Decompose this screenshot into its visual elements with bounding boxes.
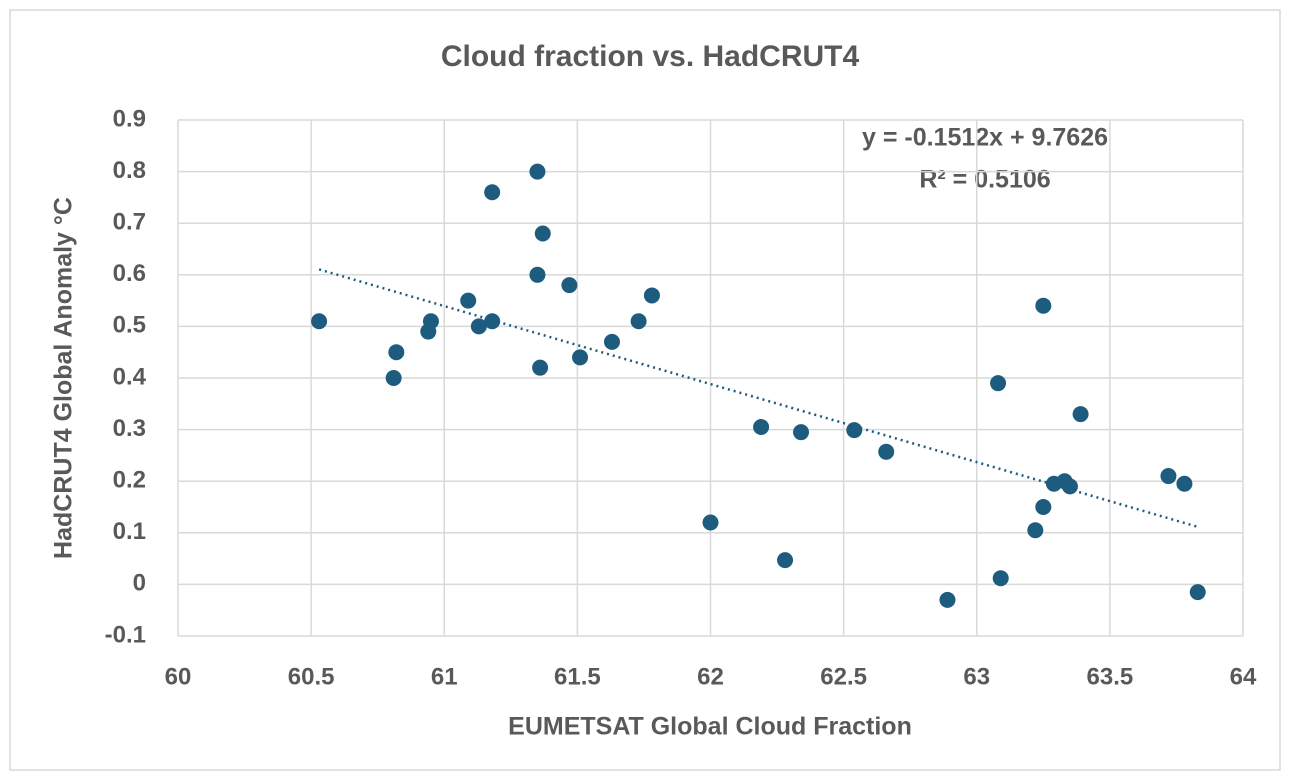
y-tick-label: 0.9 <box>113 105 146 132</box>
y-tick-label: 0.5 <box>113 312 146 339</box>
data-point <box>422 313 439 330</box>
y-tick-label: 0 <box>133 570 146 597</box>
y-tick-label: 0.6 <box>113 260 146 287</box>
x-tick-label: 64 <box>1230 663 1257 690</box>
data-point <box>702 514 719 531</box>
data-point <box>793 424 810 441</box>
data-point <box>753 419 770 436</box>
data-point <box>992 570 1009 587</box>
data-point <box>534 225 551 242</box>
chart-title: Cloud fraction vs. HadCRUT4 <box>441 40 860 73</box>
data-point <box>878 443 895 460</box>
data-point <box>603 333 620 350</box>
data-point <box>460 292 477 309</box>
data-point <box>846 422 863 439</box>
data-point <box>1035 297 1052 314</box>
data-point <box>484 184 501 201</box>
x-tick-label: 63.5 <box>1087 663 1134 690</box>
data-point <box>385 370 402 386</box>
data-point <box>1035 499 1052 515</box>
data-point <box>529 163 546 180</box>
y-tick-label: 0.2 <box>113 467 146 494</box>
data-point <box>990 375 1007 392</box>
data-point <box>529 266 546 283</box>
x-tick-label: 63 <box>963 663 990 690</box>
data-point <box>470 318 487 335</box>
data-point <box>1160 468 1177 485</box>
x-tick-label: 61 <box>431 663 458 690</box>
data-point <box>388 344 405 361</box>
data-point <box>311 313 328 330</box>
data-point <box>572 349 589 366</box>
y-tick-label: 0.7 <box>113 209 146 236</box>
y-tick-label: 0.1 <box>113 518 146 545</box>
y-tick-label: 0.3 <box>113 415 146 442</box>
data-point <box>1176 475 1193 492</box>
x-tick-label: 60.5 <box>288 663 335 690</box>
data-point <box>1189 584 1206 601</box>
y-axis-label: HadCRUT4 Global Anomaly °C <box>50 197 78 559</box>
chart-border <box>9 9 1281 771</box>
data-point <box>561 277 578 294</box>
data-point <box>777 552 794 569</box>
data-point <box>1061 478 1078 495</box>
data-point <box>1027 522 1044 539</box>
x-tick-label: 62.5 <box>820 663 867 690</box>
x-axis-label: EUMETSAT Global Cloud Fraction <box>508 713 912 741</box>
y-tick-label: 0.8 <box>113 157 146 184</box>
x-tick-label: 62 <box>697 663 724 690</box>
r-squared: R² = 0.5106 <box>919 166 1050 194</box>
y-tick-label: -0.1 <box>105 621 146 648</box>
data-point <box>484 313 501 330</box>
data-point <box>532 359 549 376</box>
x-tick-label: 60 <box>165 663 192 690</box>
data-point <box>1072 406 1089 423</box>
trend-equation: y = -0.1512x + 9.7626 <box>862 124 1108 152</box>
data-point <box>630 313 647 330</box>
data-point <box>643 287 660 304</box>
data-point <box>939 591 956 608</box>
x-tick-label: 61.5 <box>554 663 601 690</box>
y-tick-label: 0.4 <box>113 363 147 390</box>
